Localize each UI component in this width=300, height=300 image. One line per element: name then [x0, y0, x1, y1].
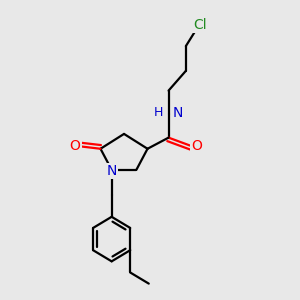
Text: H: H — [154, 106, 164, 119]
Text: Cl: Cl — [194, 18, 207, 32]
Text: N: N — [172, 106, 183, 120]
Text: N: N — [106, 164, 117, 178]
Text: O: O — [70, 139, 80, 153]
Text: O: O — [191, 139, 202, 153]
